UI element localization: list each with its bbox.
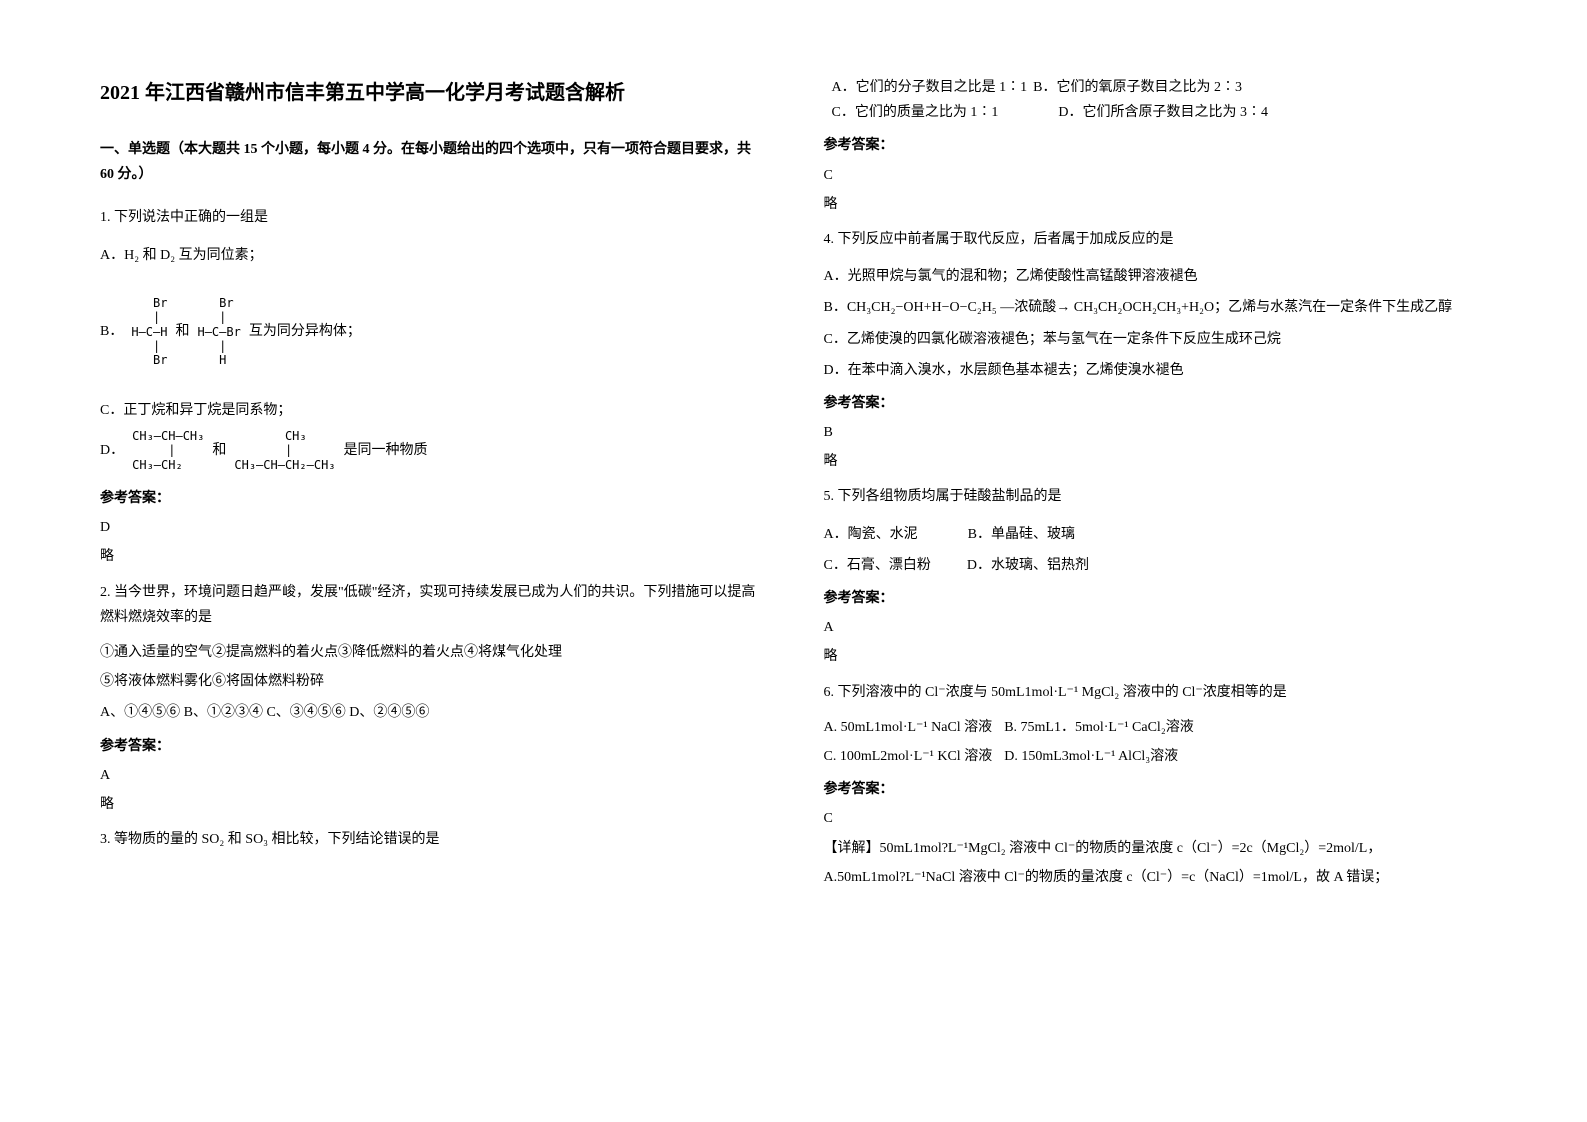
q4-opt-b: B．CH₃CH₂−OH+H−O−C₂H₅ —浓硫酸→ CH₃CH₂OCH₂CH₃…: [824, 295, 1488, 320]
q2-opts: A、①④⑤⑥ B、①②③④ C、③④⑤⑥ D、②④⑤⑥: [100, 700, 764, 725]
q6-expl2: A.50mL1mol?L⁻¹NaCl 溶液中 Cl⁻的物质的量浓度 c（Cl⁻）…: [824, 865, 1488, 890]
q3-opt-c: C．它们的质量之比为 1∶1: [832, 100, 999, 125]
q3-opt-d: D．它们所含原子数目之比为 3∶4: [1058, 100, 1268, 125]
q2-line1: ①通入适量的空气②提高燃料的着火点③降低燃料的着火点④将煤气化处理: [100, 640, 764, 665]
q1-expl: 略: [100, 544, 764, 569]
q3-ans: C: [824, 163, 1488, 188]
q3-expl: 略: [824, 192, 1488, 217]
q3-stem: 3. 等物质的量的 SO₂ 和 SO₃ 相比较，下列结论错误的是: [100, 827, 764, 852]
q5-opt-c: C．石膏、漂白粉: [824, 553, 931, 578]
q2-ans-label: 参考答案：: [100, 734, 764, 759]
q4-opt-a: A．光照甲烷与氯气的混和物；乙烯使酸性高锰酸钾溶液褪色: [824, 264, 1488, 289]
q2-ans: A: [100, 763, 764, 788]
q3-opt-a: A．它们的分子数目之比是 1∶1: [832, 75, 1028, 100]
q6-opt-c: C. 100mL2mol·L⁻¹ KCl 溶液: [824, 744, 993, 769]
q2-expl: 略: [100, 792, 764, 817]
q4-expl: 略: [824, 449, 1488, 474]
q3-opt-b: B．它们的氧原子数目之比为 2∶3: [1033, 75, 1242, 100]
q1-d-suffix: 是同一种物质: [344, 438, 428, 463]
q4-opt-d: D．在苯中滴入溴水，水层颜色基本褪去；乙烯使溴水褪色: [824, 358, 1488, 383]
q5-opt-d: D．水玻璃、铝热剂: [967, 553, 1089, 578]
q6-ans-label: 参考答案：: [824, 777, 1488, 802]
q1-stem: 1. 下列说法中正确的一组是: [100, 205, 764, 230]
page-title: 2021 年江西省赣州市信丰第五中学高一化学月考试题含解析: [100, 75, 764, 111]
q6-opt-d: D. 150mL3mol·L⁻¹ AlCl₃溶液: [1004, 744, 1178, 769]
q5-opt-b: B．单晶硅、玻璃: [968, 522, 1075, 547]
q2-line2: ⑤将液体燃料雾化⑥将固体燃料粉碎: [100, 669, 764, 694]
q4-ans: B: [824, 420, 1488, 445]
q1-opt-d-row: D． CH₃—CH—CH₃ | CH₃—CH₂ 和 CH₃ | CH₃—CH—C…: [100, 429, 764, 472]
q1-ans-label: 参考答案：: [100, 486, 764, 511]
q4-stem: 4. 下列反应中前者属于取代反应，后者属于加成反应的是: [824, 227, 1488, 252]
q5-expl: 略: [824, 644, 1488, 669]
q4-ans-label: 参考答案：: [824, 391, 1488, 416]
q6-opt-a: A. 50mL1mol·L⁻¹ NaCl 溶液: [824, 715, 993, 740]
q1-opt-b-row: B． Br | H—C—H | Br 和 Br | H—C—Br | H 互为同…: [100, 296, 764, 368]
q4-opt-c: C．乙烯使溴的四氯化碳溶液褪色；苯与氢气在一定条件下反应生成环己烷: [824, 327, 1488, 352]
q2-stem: 2. 当今世界，环境问题日趋严峻，发展"低碳"经济，实现可持续发展已成为人们的共…: [100, 580, 764, 630]
q6-ans: C: [824, 806, 1488, 831]
q1-b-mid: 和: [175, 319, 189, 344]
q1-b-struct2: Br | H—C—Br | H: [197, 296, 240, 368]
q5-ans-label: 参考答案：: [824, 586, 1488, 611]
q1-ans: D: [100, 515, 764, 540]
q6-stem: 6. 下列溶液中的 Cl⁻浓度与 50mL1mol·L⁻¹ MgCl₂ 溶液中的…: [824, 680, 1488, 705]
q1-opt-a: A．H₂ 和 D₂ 互为同位素；: [100, 243, 764, 268]
q5-ans: A: [824, 615, 1488, 640]
q1-b-struct1: Br | H—C—H | Br: [131, 296, 167, 368]
q6-opt-b: B. 75mL1．5mol·L⁻¹ CaCl₂溶液: [1004, 715, 1194, 740]
q5-opt-a: A．陶瓷、水泥: [824, 522, 918, 547]
q1-d-struct1: CH₃—CH—CH₃ | CH₃—CH₂: [132, 429, 204, 472]
q1-d-struct2: CH₃ | CH₃—CH—CH₂—CH₃: [234, 429, 335, 472]
q1-b-suffix: 互为同分异构体；: [249, 319, 361, 344]
q1-d-mid: 和: [212, 438, 226, 463]
q1-opt-c: C．正丁烷和异丁烷是同系物；: [100, 398, 764, 423]
q1-d-prefix: D．: [100, 438, 124, 463]
q3-ans-label: 参考答案：: [824, 133, 1488, 158]
q6-expl1: 【详解】50mL1mol?L⁻¹MgCl₂ 溶液中 Cl⁻的物质的量浓度 c（C…: [824, 836, 1488, 861]
section-1-heading: 一、单选题（本大题共 15 个小题，每小题 4 分。在每小题给出的四个选项中，只…: [100, 137, 764, 187]
q1-b-prefix: B．: [100, 319, 123, 344]
q5-stem: 5. 下列各组物质均属于硅酸盐制品的是: [824, 484, 1488, 509]
